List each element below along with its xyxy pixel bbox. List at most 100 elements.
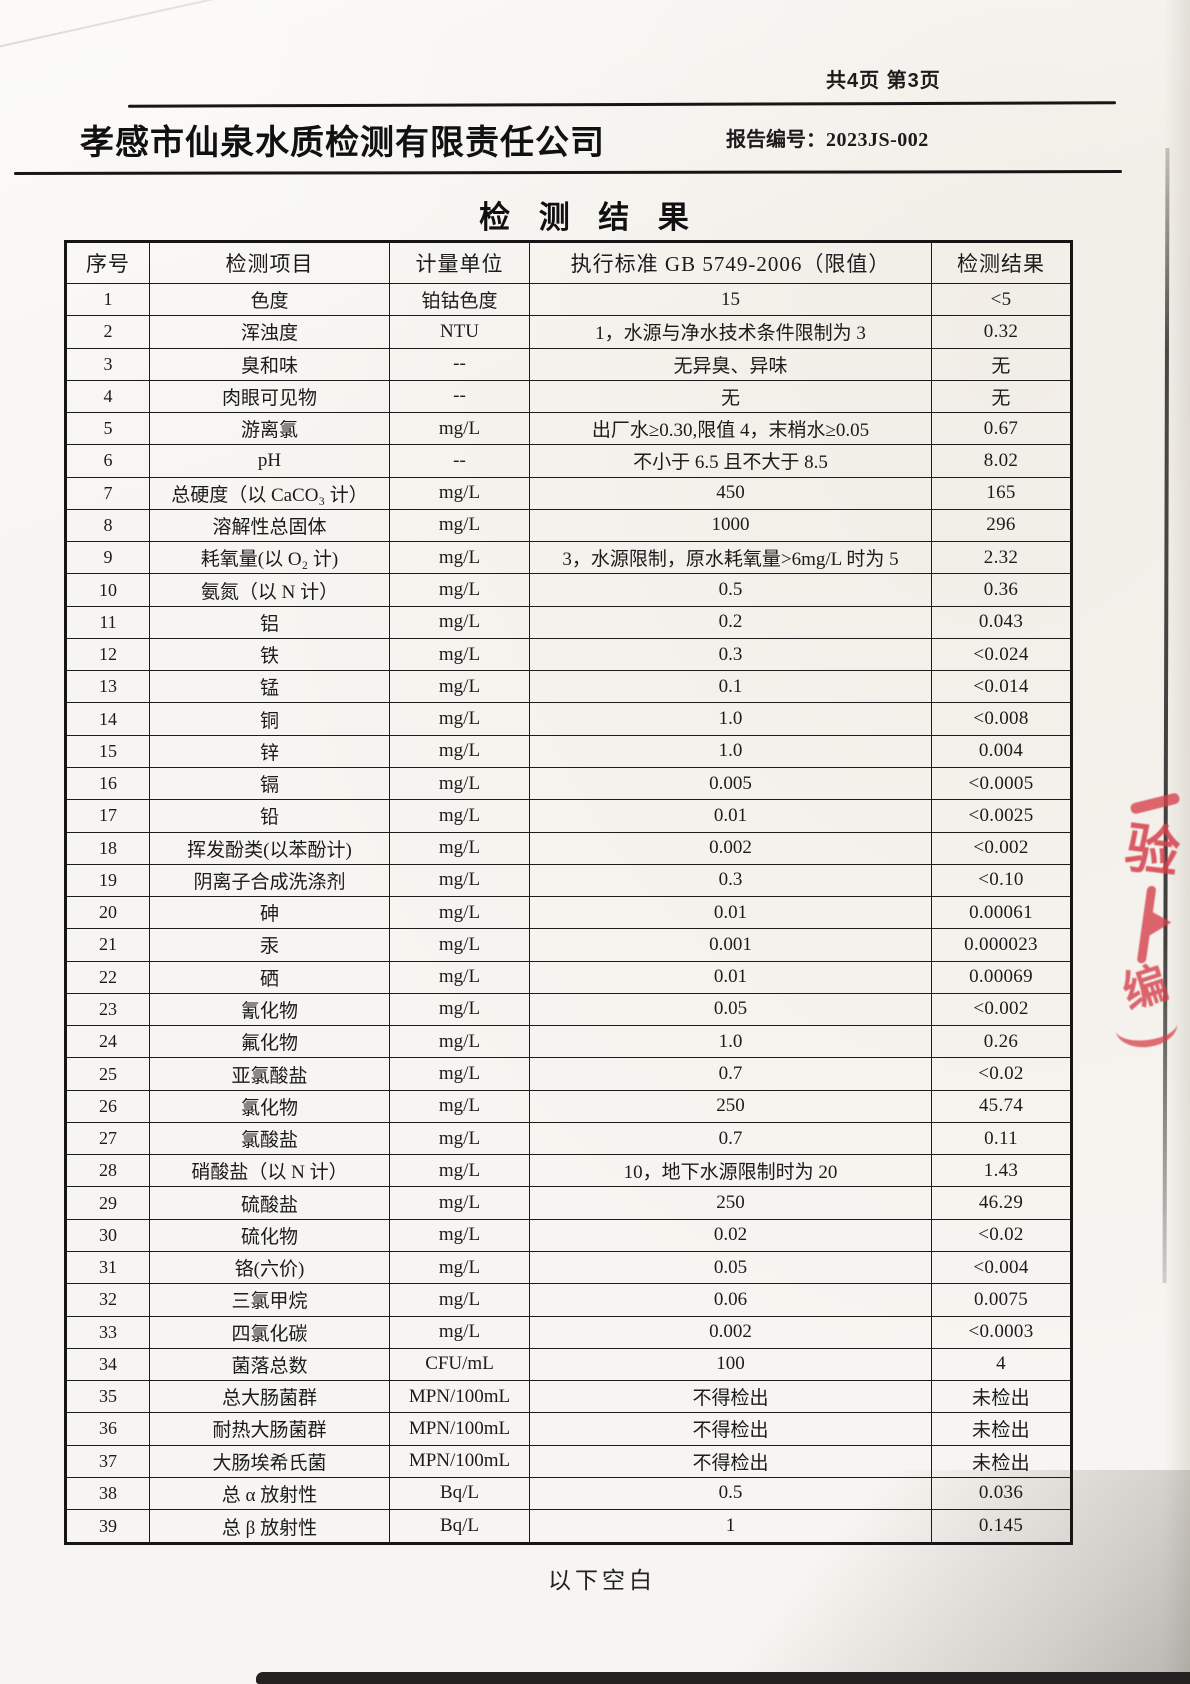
table-row: 1 色度 铂钴色度 15 <5 (65, 282, 1072, 317)
table-cell: 0.11 (931, 1121, 1072, 1156)
table-cell: 0.05 (529, 992, 932, 1027)
table-cell: 硒 (149, 960, 390, 994)
table-cell: 35 (65, 1380, 150, 1414)
table-cell: 总 β 放射性 (149, 1509, 390, 1544)
table-cell: 锌 (149, 734, 390, 768)
table-cell: 臭和味 (149, 347, 390, 381)
red-seam-stamp: 验 编 (1108, 790, 1190, 1070)
table-cell: 铁 (149, 637, 390, 672)
table-cell: 12 (65, 637, 150, 672)
table-cell: 未检出 (931, 1380, 1072, 1414)
table-cell: 3，水源限制，原水耗氧量>6mg/L 时为 5 (529, 541, 932, 575)
table-cell: 250 (529, 1089, 932, 1123)
report-number-label: 报告编号： (726, 129, 826, 151)
results-table: 序号 检测项目 计量单位 执行标准 GB 5749-2006（限值） 检测结果 1 色度铂… (64, 240, 1073, 1545)
table-cell: 0.002 (529, 831, 932, 865)
table-cell: 0.67 (931, 412, 1072, 446)
table-cell: 38 (65, 1476, 150, 1511)
table-cell: 36 (65, 1412, 150, 1446)
table-cell: 0.001 (529, 928, 932, 962)
table-cell: 8 (65, 508, 150, 543)
table-cell: 37 (65, 1444, 150, 1478)
table-cell: 总 α 放射性 (149, 1476, 390, 1511)
table-row: 11 铝 mg/L 0.2 0.043 (65, 605, 1072, 639)
table-cell: 0.0075 (931, 1283, 1072, 1317)
table-cell: mg/L (389, 1154, 530, 1188)
results-table-body: 1 色度 铂钴色度 15 <5 2 浑浊度 NTU 1，水源与净水技术条件限制为 3 0.32 3 臭… (65, 282, 1072, 1544)
table-cell: mg/L (389, 863, 530, 898)
table-row: 30 硫化物 mg/L 0.02 <0.02 (65, 1218, 1072, 1252)
table-cell: 1.0 (529, 734, 932, 768)
table-cell: 无异臭、异味 (529, 347, 932, 381)
table-cell: <0.004 (931, 1250, 1072, 1285)
table-cell: 22 (65, 960, 150, 994)
table-row: 18 挥发酚类(以苯酚计) mg/L 0.002 <0.002 (65, 831, 1072, 865)
table-cell: mg/L (389, 702, 530, 736)
table-cell: 7 (65, 476, 150, 510)
table-row: 13 锰 mg/L 0.1 <0.014 (65, 670, 1072, 704)
table-cell: 不得检出 (529, 1444, 932, 1478)
table-cell: 0.36 (931, 573, 1072, 607)
page-number: 共4页 第3页 (826, 70, 941, 92)
table-cell: 32 (65, 1283, 150, 1317)
column-header: 检测项目 (149, 241, 390, 284)
table-cell: 耐热大肠菌群 (149, 1412, 390, 1446)
table-cell: -- (389, 379, 530, 414)
table-cell: 8.02 (931, 444, 1072, 478)
table-cell: mg/L (389, 573, 530, 607)
table-cell: 0.145 (931, 1509, 1072, 1544)
table-row: 37 大肠埃希氏菌 MPN/100mL 不得检出 未检出 (65, 1444, 1072, 1478)
table-cell: 2 (65, 315, 150, 349)
table-row: 7 总硬度（以 CaCO₃ 计） mg/L 450 165 (65, 476, 1072, 510)
table-cell: MPN/100mL (389, 1380, 530, 1414)
table-cell: 锰 (149, 670, 390, 704)
table-cell: <0.0003 (931, 1315, 1072, 1349)
table-cell: 1000 (529, 508, 932, 543)
table-cell: 溶解性总固体 (149, 508, 390, 543)
table-cell: 3 (65, 347, 150, 381)
table-row: 31 铬(六价) mg/L 0.05 <0.004 (65, 1250, 1072, 1285)
table-cell: NTU (389, 315, 530, 349)
table-cell: 5 (65, 412, 150, 446)
table-cell: 0.5 (529, 1476, 932, 1511)
stamp-arc-fragment (1114, 1014, 1180, 1051)
table-cell: 不得检出 (529, 1412, 932, 1446)
table-cell: 铂钴色度 (389, 282, 530, 317)
table-cell: 氟化物 (149, 1025, 390, 1059)
table-row: 17 铅 mg/L 0.01 <0.0025 (65, 799, 1072, 833)
scan-fold-line (0, 0, 459, 54)
table-cell: <0.0025 (931, 799, 1072, 833)
table-row: 36 耐热大肠菌群 MPN/100mL 不得检出 未检出 (65, 1412, 1072, 1446)
table-cell: 0.3 (529, 863, 932, 898)
table-cell: mg/L (389, 1218, 530, 1252)
table-cell: 未检出 (931, 1412, 1072, 1446)
table-cell: 21 (65, 928, 150, 962)
footer-note: 以下空白 (548, 1567, 656, 1593)
table-cell: 0.26 (931, 1025, 1072, 1059)
table-cell: mg/L (389, 1186, 530, 1220)
table-cell: 砷 (149, 896, 390, 930)
table-row: 19 阴离子合成洗涤剂 mg/L 0.3 <0.10 (65, 863, 1072, 898)
table-cell: 三氯甲烷 (149, 1283, 390, 1317)
table-cell: 总大肠菌群 (149, 1380, 390, 1414)
table-cell: <0.10 (931, 863, 1072, 898)
table-cell: 氯化物 (149, 1089, 390, 1123)
table-cell: 未检出 (931, 1444, 1072, 1478)
table-row: 28 硝酸盐（以 N 计） mg/L 10，地下水源限制时为 20 1.43 (65, 1154, 1072, 1188)
table-cell: mg/L (389, 1089, 530, 1123)
table-cell: 0.043 (931, 605, 1072, 639)
table-cell: 0.01 (529, 960, 932, 994)
table-row: 34 菌落总数 CFU/mL 100 4 (65, 1347, 1072, 1382)
table-cell: <0.02 (931, 1218, 1072, 1252)
table-cell: <5 (931, 282, 1072, 317)
table-cell: <0.002 (931, 831, 1072, 865)
table-cell: mg/L (389, 1057, 530, 1091)
table-cell: 无 (931, 379, 1072, 414)
table-cell: 29 (65, 1186, 150, 1220)
table-cell: mg/L (389, 541, 530, 575)
table-row: 6 pH -- 不小于 6.5 且不大于 8.5 8.02 (65, 444, 1072, 478)
table-cell: MPN/100mL (389, 1444, 530, 1478)
table-cell: 阴离子合成洗涤剂 (149, 863, 390, 898)
table-row: 32 三氯甲烷 mg/L 0.06 0.0075 (65, 1283, 1072, 1317)
